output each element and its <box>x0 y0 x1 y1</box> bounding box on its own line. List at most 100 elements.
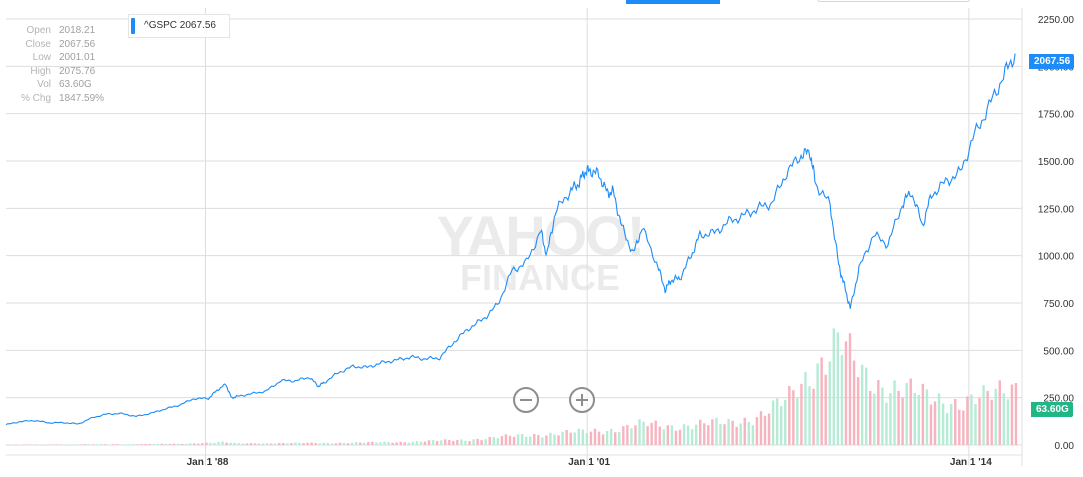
y-tick-label: 2250.00 <box>1038 15 1075 26</box>
volume-bar <box>124 444 127 445</box>
volume-bar <box>18 444 22 446</box>
volume-bar <box>759 411 763 445</box>
volume-bar <box>654 420 657 445</box>
volume-bar <box>727 418 730 445</box>
volume-bar <box>508 435 512 445</box>
volume-bar <box>678 429 682 445</box>
volume-bar <box>569 432 572 445</box>
volume-bar <box>1014 383 1018 445</box>
volume-bar <box>885 402 888 445</box>
volume-bar <box>261 443 265 445</box>
volume-bar <box>116 444 119 445</box>
volume-bar <box>869 390 872 445</box>
volume-bar <box>581 429 585 445</box>
volume-bar <box>379 442 382 445</box>
watermark-yahoo: YAHOO! <box>437 204 644 267</box>
volume-bar <box>694 424 698 445</box>
ohlc-row: Close 2067.56 <box>18 38 104 52</box>
volume-bar <box>941 403 945 445</box>
ohlc-row: Low 2001.01 <box>18 51 104 65</box>
volume-bar <box>638 419 641 445</box>
volume-bar <box>998 380 1001 445</box>
volume-bar <box>658 426 661 445</box>
volume-bar <box>816 363 819 445</box>
volume-bar <box>427 440 431 445</box>
watermark-finance: FINANCE <box>460 257 620 298</box>
volume-bar <box>933 401 937 445</box>
volume-bar <box>233 442 236 445</box>
volume-bar <box>395 442 398 445</box>
volume-bar <box>63 444 66 446</box>
volume-bar <box>492 437 495 445</box>
volume-bar <box>79 444 83 445</box>
volume-bar <box>464 440 467 445</box>
volume-bar <box>342 442 346 445</box>
volume-bar <box>597 431 601 445</box>
volume-bar <box>310 442 313 445</box>
volume-bar <box>229 442 232 445</box>
volume-bar <box>193 443 196 445</box>
volume-bar <box>480 440 483 445</box>
ohlc-value: 2001.01 <box>59 52 96 63</box>
y-tick-label: 1000.00 <box>1038 252 1075 263</box>
volume-bar <box>488 436 491 445</box>
volume-bar <box>792 390 795 445</box>
volume-bar <box>257 443 261 445</box>
ohlc-row: % Chg 1847.59% <box>18 92 104 106</box>
volume-bar <box>881 387 884 445</box>
volume-bar <box>873 393 876 445</box>
ohlc-key: Close <box>25 38 51 50</box>
volume-bar <box>735 426 738 445</box>
volume-bar <box>31 444 34 446</box>
volume-bar <box>460 439 463 445</box>
volume-bar <box>87 444 91 445</box>
volume-bar <box>152 444 155 445</box>
volume-bar <box>156 443 159 445</box>
ohlc-value: 1847.59% <box>59 92 105 104</box>
volume-bar <box>213 442 216 445</box>
volume-bar <box>674 430 678 445</box>
volume-bar <box>808 386 811 445</box>
volume-bar <box>391 442 394 445</box>
zoom-in-button[interactable] <box>569 387 595 413</box>
ohlc-key: % Chg <box>20 92 51 104</box>
volume-bar <box>180 443 184 445</box>
volume-bar <box>176 443 180 445</box>
zoom-out-button[interactable] <box>513 387 539 413</box>
ohlc-value: 2067.56 <box>59 38 96 50</box>
volume-bar <box>986 390 989 445</box>
price-series <box>5 53 1016 426</box>
volume-bar <box>626 424 629 445</box>
volume-bar <box>188 443 192 445</box>
y-tick-label: 750.00 <box>1043 299 1074 310</box>
volume-bar <box>128 444 131 445</box>
volume-bar <box>962 410 965 445</box>
volume-bar <box>172 443 176 445</box>
volume-bar <box>322 442 325 445</box>
volume-bar <box>848 333 852 445</box>
volume-bar <box>399 441 402 445</box>
toolbar-box[interactable] <box>817 0 970 2</box>
volume-bars <box>6 328 1018 446</box>
y-tick-label: 1500.00 <box>1038 157 1075 168</box>
volume-bar <box>221 441 224 445</box>
volume-bar <box>966 396 969 445</box>
volume-bar <box>589 431 593 445</box>
volume-bar <box>431 440 435 445</box>
y-tick-label: 0.00 <box>1055 441 1075 452</box>
volume-bar <box>201 443 204 445</box>
volume-bar <box>245 443 249 445</box>
range-selector-indicator[interactable] <box>626 0 720 4</box>
volume-bar <box>860 364 864 445</box>
y-tick-label: 500.00 <box>1043 346 1074 357</box>
volume-bar <box>435 441 439 445</box>
volume-bar <box>23 444 26 445</box>
volume-bar <box>905 383 908 445</box>
volume-bar <box>812 388 815 445</box>
volume-bar <box>184 443 188 445</box>
volume-bar <box>407 442 410 445</box>
volume-bar <box>10 444 14 446</box>
series-legend[interactable]: ^GSPC 2067.56 <box>128 14 230 38</box>
volume-bar <box>642 421 645 445</box>
